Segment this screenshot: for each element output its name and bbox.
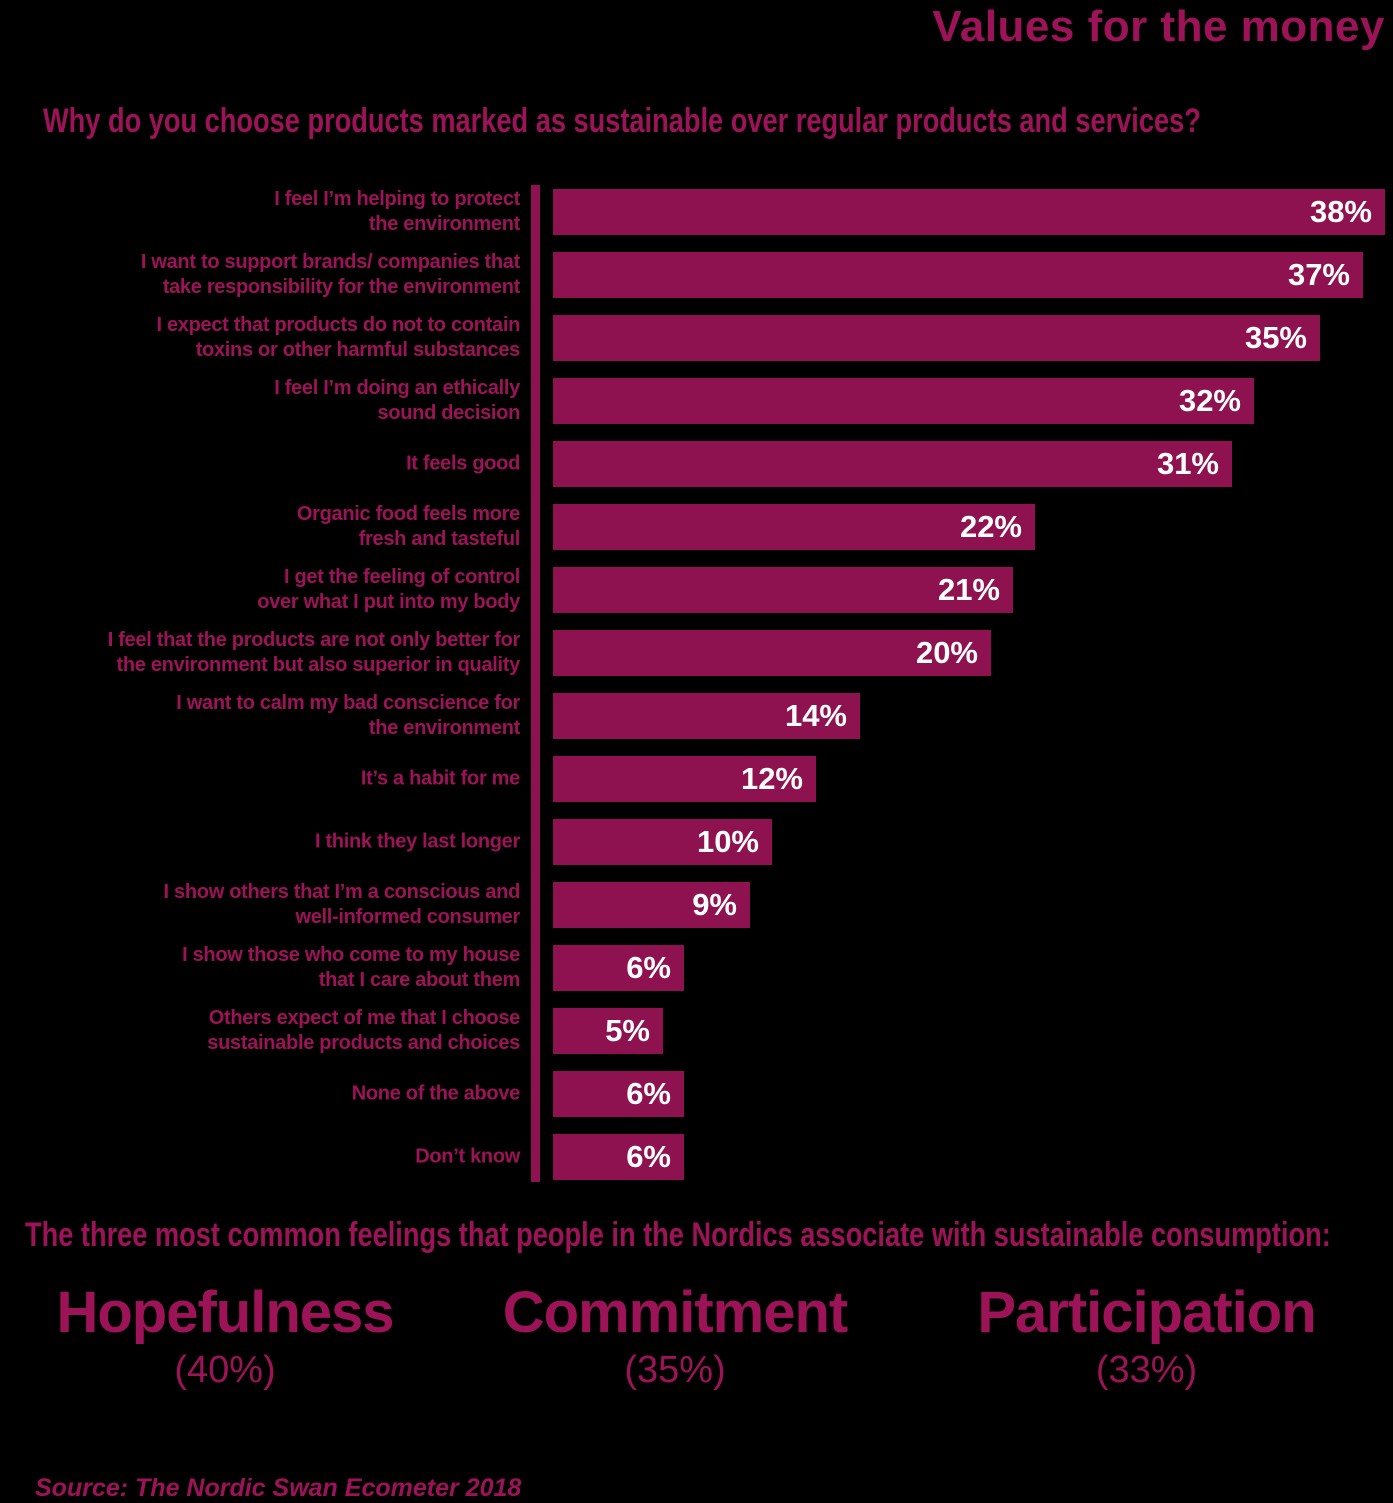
bar-row: I feel that the products are not only be… — [0, 629, 1393, 676]
bar: 22% — [553, 504, 1035, 550]
bar: 10% — [553, 819, 772, 865]
bar-row: It feels good 31% — [0, 441, 1393, 487]
bar-label: I think they last longer — [314, 830, 520, 853]
bar-value-label: 6% — [626, 1139, 671, 1174]
bar-value-label: 5% — [605, 1013, 650, 1048]
bar: 5% — [553, 1008, 663, 1054]
source-note: Source: The Nordic Swan Ecometer 2018 — [35, 1474, 522, 1502]
bar-value-label: 22% — [959, 509, 1022, 544]
bar-row: It’s a habit for me 12% — [0, 756, 1393, 802]
bar: 12% — [553, 756, 816, 802]
bar-label: I feel that the products are not only be… — [107, 629, 521, 676]
bar: 20% — [553, 630, 991, 676]
bar-row: I show those who come to my house that I… — [0, 944, 1393, 991]
bar-row: Others expect of me that I choose sustai… — [0, 1007, 1393, 1054]
bar: 35% — [553, 315, 1320, 361]
bar-value-label: 6% — [626, 1076, 671, 1111]
page-title: Values for the money — [932, 2, 1385, 51]
bar: 6% — [553, 945, 684, 991]
bar: 32% — [553, 378, 1254, 424]
bar-row: I feel I’m helping to protect the enviro… — [0, 188, 1393, 235]
bar-row: I feel I’m doing an ethically sound deci… — [0, 377, 1393, 424]
bar-label: I want to calm my bad conscience for the… — [176, 692, 520, 739]
bar-value-label: 14% — [784, 698, 847, 733]
bar-label: Organic food feels more fresh and tastef… — [296, 503, 520, 550]
bar-label: Others expect of me that I choose sustai… — [207, 1007, 520, 1054]
bar-value-label: 38% — [1309, 194, 1372, 229]
feeling-participation: Participation (33%) — [900, 1282, 1393, 1392]
bar: 9% — [553, 882, 750, 928]
bar-label: I show those who come to my house that I… — [182, 944, 520, 991]
feeling-name: Participation — [977, 1280, 1316, 1345]
bar-value-label: 10% — [696, 824, 759, 859]
bar-label: I feel I’m helping to protect the enviro… — [274, 188, 520, 235]
bar-row: I expect that products do not to contain… — [0, 314, 1393, 361]
bar: 37% — [553, 252, 1363, 298]
bar-row: Don’t know 6% — [0, 1134, 1393, 1180]
bar-label: It feels good — [406, 452, 520, 475]
bar-label: I show others that I’m a conscious and w… — [163, 881, 521, 928]
feeling-share: (40%) — [174, 1349, 276, 1391]
bar-value-label: 12% — [740, 761, 803, 796]
bar: 14% — [553, 693, 860, 739]
bar-value-label: 9% — [692, 887, 737, 922]
bar-value-label: 6% — [626, 950, 671, 985]
bar-value-label: 31% — [1156, 446, 1219, 481]
feeling-share: (35%) — [624, 1349, 726, 1391]
bar-row: I get the feeling of control over what I… — [0, 566, 1393, 613]
bar-value-label: 32% — [1178, 383, 1241, 418]
bar-value-label: 35% — [1244, 320, 1307, 355]
bar: 6% — [553, 1134, 684, 1180]
feeling-name: Hopefulness — [56, 1280, 394, 1345]
bar: 21% — [553, 567, 1013, 613]
bar-label: Don’t know — [415, 1145, 520, 1168]
bar: 31% — [553, 441, 1232, 487]
feeling-share: (33%) — [1095, 1349, 1198, 1391]
bar-chart: I feel I’m helping to protect the enviro… — [0, 185, 1393, 1182]
feelings-row: Hopefulness (40%) Commitment (35%) Parti… — [0, 1282, 1393, 1392]
bar-label: It’s a habit for me — [360, 767, 520, 790]
chart-question: Why do you choose products marked as sus… — [43, 102, 1201, 140]
bar-row: None of the above 6% — [0, 1071, 1393, 1117]
axis-line — [531, 185, 540, 1182]
bar-label: I want to support brands/ companies that… — [140, 251, 520, 298]
bar-label: None of the above — [351, 1082, 521, 1105]
bar-value-label: 37% — [1287, 257, 1350, 292]
bar-row: Organic food feels more fresh and tastef… — [0, 503, 1393, 550]
feeling-name: Commitment — [502, 1280, 848, 1345]
bar-value-label: 20% — [915, 635, 978, 670]
bar-value-label: 21% — [937, 572, 1000, 607]
bar-row: I want to calm my bad conscience for the… — [0, 692, 1393, 739]
bar: 38% — [553, 189, 1385, 235]
bar-label: I feel I’m doing an ethically sound deci… — [274, 377, 520, 424]
feeling-hopefulness: Hopefulness (40%) — [0, 1282, 450, 1392]
bar-label: I expect that products do not to contain… — [156, 314, 520, 361]
bar-row: I show others that I’m a conscious and w… — [0, 881, 1393, 928]
footer-heading: The three most common feelings that peop… — [25, 1216, 1331, 1254]
bar-row: I want to support brands/ companies that… — [0, 251, 1393, 298]
bar: 6% — [553, 1071, 684, 1117]
feeling-commitment: Commitment (35%) — [450, 1282, 900, 1392]
bar-row: I think they last longer 10% — [0, 819, 1393, 865]
bar-label: I get the feeling of control over what I… — [257, 566, 520, 613]
